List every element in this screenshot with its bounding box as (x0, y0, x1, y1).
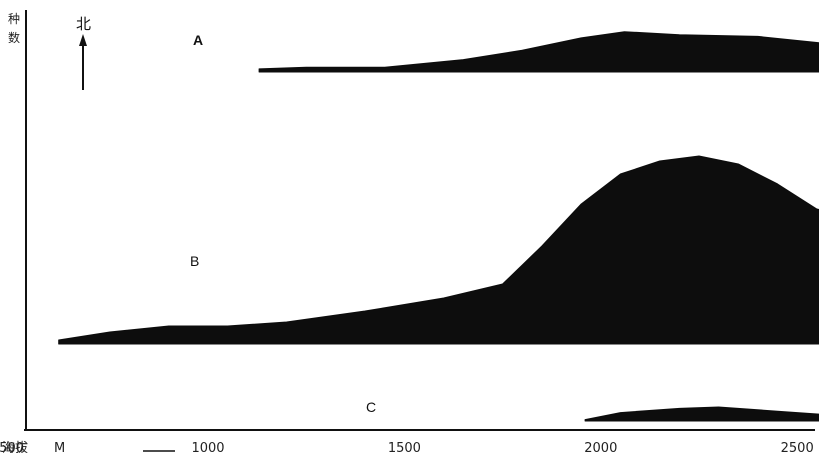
series-label-b: B (190, 253, 199, 269)
north-arrow: 北 (76, 15, 91, 90)
x-axis-ticks: 5001000150020002500300035004000 (0, 441, 814, 456)
series-area-c (584, 406, 819, 422)
series-labels: A B C (190, 32, 376, 415)
x-axis-unit: M (54, 441, 65, 456)
series-areas (58, 31, 819, 422)
x-tick-label-2500: 2500 (781, 441, 814, 456)
north-label: 北 (76, 15, 91, 33)
north-arrow-head (79, 34, 87, 46)
x-tick-label-2000: 2000 (584, 441, 617, 456)
y-axis-label: 种 数 (8, 12, 20, 45)
series-area-a (258, 31, 819, 73)
x-tick-label-1000: 1000 (191, 441, 224, 456)
x-tick-label-1500: 1500 (388, 441, 421, 456)
x-axis-label: 海拔 (2, 441, 28, 456)
series-label-c: C (366, 399, 376, 415)
x-tick-label-500: 500 (0, 441, 24, 456)
series-label-a: A (193, 32, 203, 48)
series-area-b (58, 155, 819, 345)
y-axis-label-char-2: 数 (8, 30, 20, 45)
y-axis-label-char-1: 种 (8, 12, 20, 26)
